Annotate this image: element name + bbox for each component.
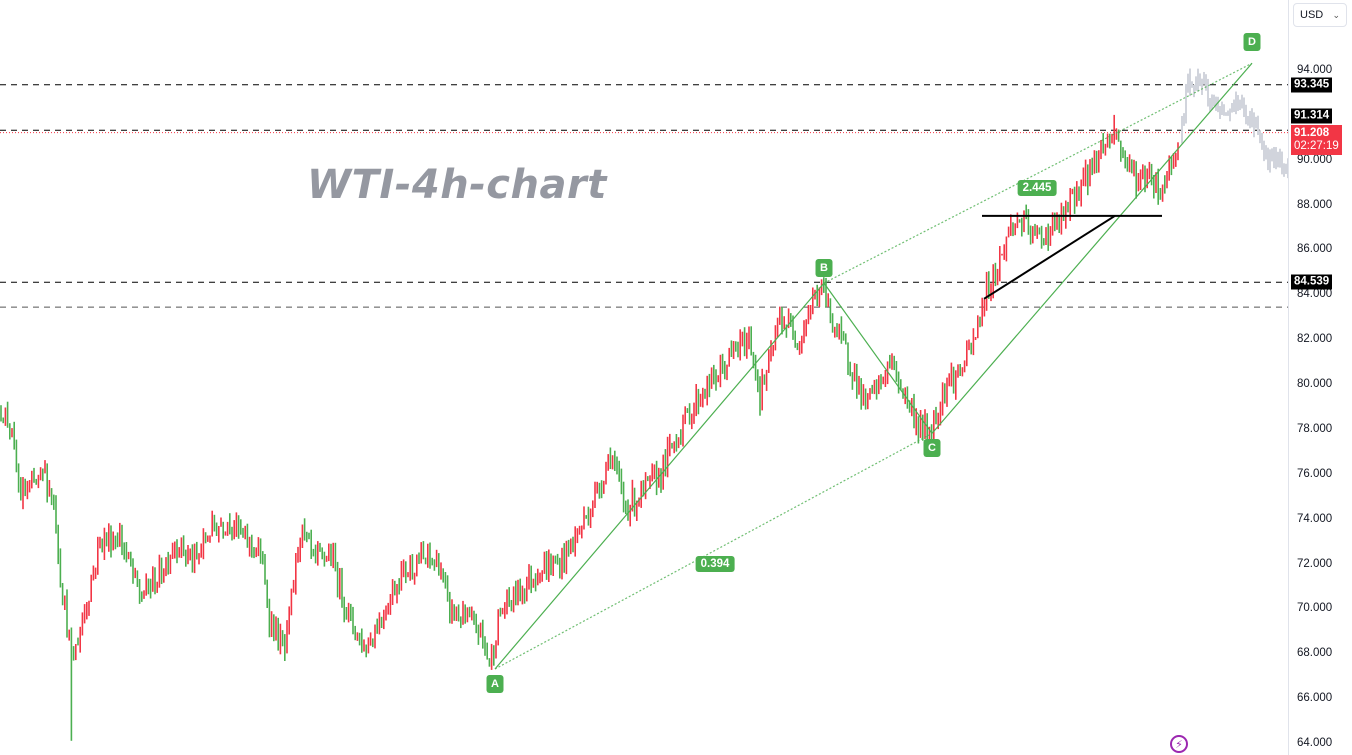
price-tick-label: 88.000 bbox=[1297, 198, 1333, 211]
price-tick-label: 82.000 bbox=[1297, 333, 1333, 346]
pattern-leg-BC bbox=[823, 282, 933, 434]
level-price-tag: 84.539 bbox=[1291, 274, 1333, 290]
price-tick-label: 66.000 bbox=[1297, 692, 1333, 705]
price-tick-label: 72.000 bbox=[1297, 557, 1333, 570]
price-tick-label: 68.000 bbox=[1297, 647, 1333, 660]
price-tick-label: 84.000 bbox=[1297, 288, 1333, 301]
pattern-leg-CD bbox=[931, 62, 1253, 434]
price-tick-label: 86.000 bbox=[1297, 243, 1333, 256]
price-tick-label: 70.000 bbox=[1297, 602, 1333, 615]
pattern-ratio-line-BD bbox=[823, 62, 1253, 284]
level-price-tag: 91.314 bbox=[1291, 108, 1333, 124]
price-tick-label: 90.000 bbox=[1297, 153, 1333, 166]
currency-label: USD bbox=[1300, 9, 1324, 21]
price-tick-label: 94.000 bbox=[1297, 64, 1333, 76]
pattern-point-d[interactable]: D bbox=[1243, 33, 1261, 52]
pattern-ratio-line-AC bbox=[494, 432, 933, 670]
price-tick-label: 80.000 bbox=[1297, 378, 1333, 391]
pattern-point-c[interactable]: C bbox=[923, 439, 941, 458]
pattern-ratio-label[interactable]: 0.394 bbox=[695, 555, 735, 572]
current-price-value: 91.208 bbox=[1294, 126, 1330, 139]
pattern-point-a[interactable]: A bbox=[486, 674, 504, 693]
price-chart-canvas[interactable] bbox=[0, 0, 1288, 755]
price-tick-label: 74.000 bbox=[1297, 512, 1333, 525]
current-price-tag: 91.208 02:27:19 bbox=[1291, 124, 1342, 155]
bar-countdown: 02:27:19 bbox=[1294, 139, 1339, 152]
pattern-leg-AB bbox=[494, 282, 825, 670]
pattern-point-b[interactable]: B bbox=[815, 259, 833, 278]
chevron-down-icon: ⌄ bbox=[1332, 9, 1340, 20]
price-tick-label: 64.000 bbox=[1297, 737, 1333, 749]
chart-watermark-title: WTI-4h-chart bbox=[307, 162, 607, 208]
flash-icon[interactable]: ⚡ bbox=[1170, 735, 1188, 753]
triangle-support bbox=[983, 214, 1116, 300]
level-price-tag: 93.345 bbox=[1291, 77, 1333, 93]
pattern-ratio-label[interactable]: 2.445 bbox=[1017, 179, 1057, 196]
currency-select[interactable]: USD ⌄ bbox=[1293, 3, 1347, 27]
price-tick-label: 76.000 bbox=[1297, 467, 1333, 480]
price-tick-label: 78.000 bbox=[1297, 422, 1333, 435]
